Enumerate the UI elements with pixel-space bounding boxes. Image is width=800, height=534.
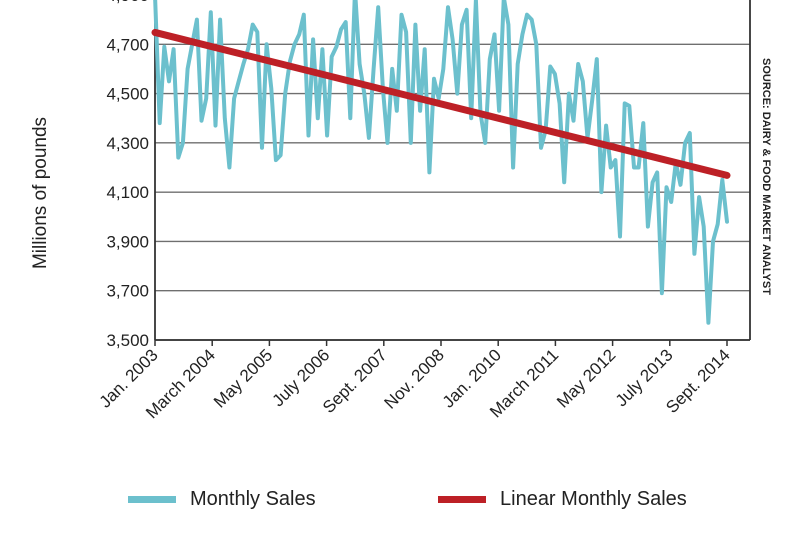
series-line-monthly-sales xyxy=(153,0,729,325)
x-tick-label: Nov. 2008 xyxy=(380,345,447,412)
legend-item-linear-monthly-sales: Linear Monthly Sales xyxy=(438,484,687,514)
y-tick-label: 4,500 xyxy=(106,85,149,104)
x-tick-label: May 2012 xyxy=(553,345,619,411)
series xyxy=(151,0,731,325)
gridlines xyxy=(154,0,751,341)
source-note: SOURCE: DAIRY & FOOD MARKET ANALYST xyxy=(760,58,772,295)
legend-swatch-monthly-sales xyxy=(128,495,176,503)
y-tick-label: 3,900 xyxy=(106,232,149,251)
y-tick-label: 4,100 xyxy=(106,183,149,202)
y-tick-labels: 3,500 3,700 3,900 4,100 4,300 4,500 4,700 4,900 xyxy=(106,0,149,350)
legend-item-monthly-sales: Monthly Sales xyxy=(128,484,316,514)
y-tick-label: 4,900 xyxy=(106,0,149,5)
y-tick-label: 3,500 xyxy=(106,331,149,350)
legend-swatch-linear-monthly-sales xyxy=(438,495,486,503)
y-tick-label: 4,700 xyxy=(106,35,149,54)
series-line-linear-monthly-sales xyxy=(151,28,731,179)
y-tick-label: 3,700 xyxy=(106,282,149,301)
y-axis-label: Millions of pounds xyxy=(30,117,51,269)
legend-label-linear-monthly-sales: Linear Monthly Sales xyxy=(500,487,687,510)
y-tick-label: 4,300 xyxy=(106,134,149,153)
legend-label-monthly-sales: Monthly Sales xyxy=(190,487,316,510)
x-tick-label: May 2005 xyxy=(210,345,276,411)
